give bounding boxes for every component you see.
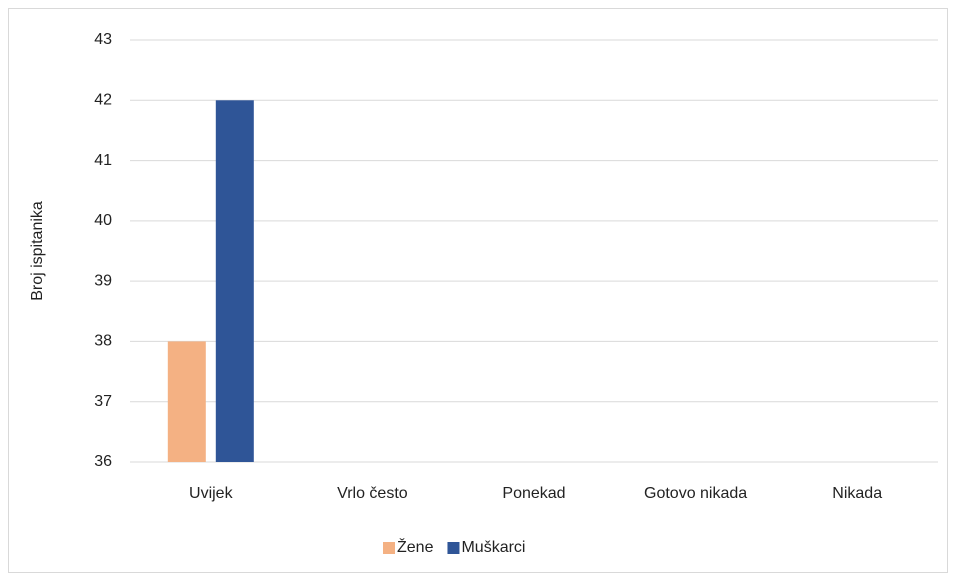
legend-swatch — [383, 542, 395, 554]
x-tick-label: Ponekad — [502, 485, 565, 502]
y-tick-label: 39 — [94, 272, 112, 289]
y-axis-label: Broj ispitanika — [29, 201, 46, 301]
x-tick-label: Uvijek — [189, 485, 234, 502]
bar — [215, 100, 254, 463]
bar — [167, 341, 206, 462]
y-tick-label: 41 — [94, 152, 112, 169]
y-tick-label: 36 — [94, 453, 112, 470]
y-tick-label: 43 — [94, 31, 112, 48]
y-tick-label: 40 — [94, 212, 112, 229]
x-tick-label: Vrlo često — [337, 485, 408, 502]
x-tick-label: Nikada — [832, 485, 882, 502]
legend-swatch — [447, 542, 460, 554]
legend-label: Muškarci — [461, 539, 525, 556]
legend-label: Žene — [397, 537, 434, 556]
y-tick-label: 38 — [94, 333, 112, 350]
x-tick-label: Gotovo nikada — [644, 485, 747, 502]
y-tick-label: 37 — [94, 393, 112, 410]
chart-border — [8, 8, 948, 573]
y-tick-label: 42 — [94, 92, 112, 109]
